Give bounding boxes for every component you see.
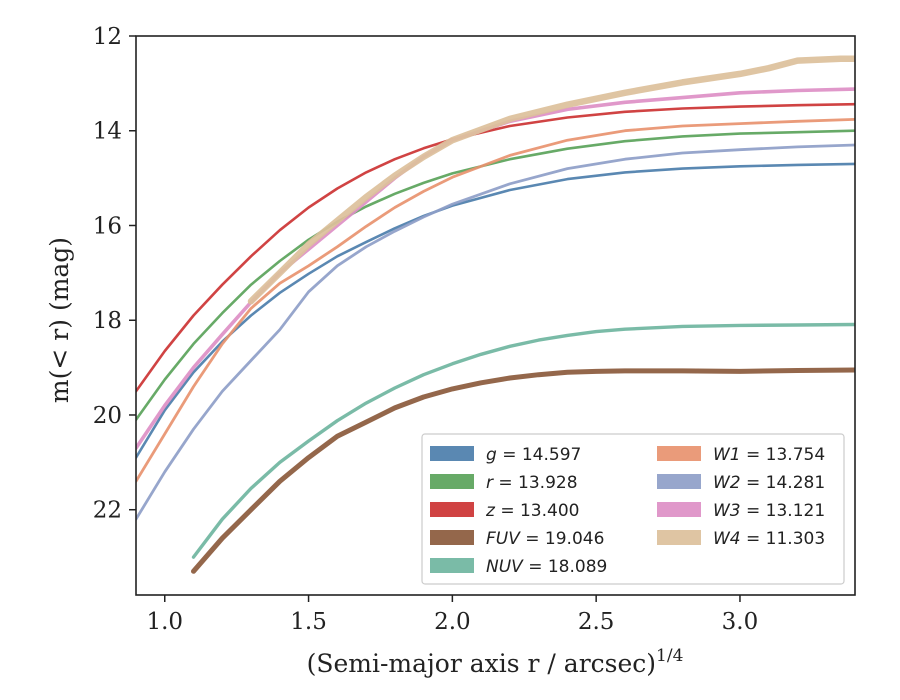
y-tick-label: 18	[93, 308, 122, 334]
x-axis-label-exponent: 1/4	[656, 646, 683, 666]
y-axis-label: m(< r) (mag)	[45, 237, 74, 403]
legend-swatch-w3	[657, 502, 701, 517]
y-tick-label: 22	[93, 498, 122, 524]
legend-band: z	[485, 501, 496, 521]
series-line-g	[136, 162, 855, 459]
legend-band: NUV	[486, 557, 524, 577]
legend-swatch-g	[430, 446, 474, 461]
y-tick-label: 12	[93, 24, 122, 50]
legend-swatch-nuv	[430, 558, 474, 573]
series-line-w1	[136, 118, 855, 483]
x-axis-label: (Semi-major axis r / arcsec)1/4	[307, 646, 684, 678]
series-line-fuv	[191, 367, 855, 574]
x-tick-label: 1.0	[146, 609, 183, 635]
legend-label-z: z = 13.400	[485, 501, 579, 521]
legend-label-g: g = 14.597	[486, 445, 581, 465]
series-line-w4	[247, 55, 855, 305]
legend-magnitude: = 14.597	[497, 445, 582, 465]
legend-swatch-w4	[657, 530, 701, 545]
legend-frame	[421, 433, 845, 585]
legend-magnitude: = 14.281	[741, 473, 826, 493]
legend-label-w1: W1 = 13.754	[713, 445, 825, 465]
legend-magnitude: = 13.928	[493, 473, 578, 493]
legend-magnitude: = 13.754	[741, 445, 826, 465]
legend-label-fuv: FUV = 19.046	[486, 529, 604, 549]
legend-swatch-w1	[657, 446, 701, 461]
legend-swatch-fuv	[430, 530, 474, 545]
legend-swatch-w2	[657, 474, 701, 489]
legend-magnitude: = 13.400	[495, 501, 580, 521]
legend-label-nuv: NUV = 18.089	[486, 557, 607, 577]
legend-band: W2	[713, 473, 741, 493]
x-tick-label: 1.5	[290, 609, 327, 635]
series-line-nuv	[191, 322, 855, 559]
x-tick-label: 2.0	[434, 609, 471, 635]
series-layer	[136, 55, 855, 574]
legend-label-r: r = 13.928	[486, 473, 578, 493]
legend-band: W4	[713, 529, 741, 549]
legend-label-w3: W3 = 13.121	[713, 501, 825, 521]
legend-magnitude: = 18.089	[523, 557, 608, 577]
legend-label-w4: W4 = 11.303	[713, 529, 825, 549]
plot-frame	[135, 35, 856, 596]
series-line-z	[136, 102, 855, 393]
legend-band: r	[486, 473, 494, 493]
legend-band: W1	[713, 445, 741, 465]
legend-band: W3	[713, 501, 741, 521]
x-tick-label: 2.5	[578, 609, 615, 635]
legend-swatch-r	[430, 474, 474, 489]
y-tick-label: 14	[93, 119, 122, 145]
y-tick-label: 16	[93, 213, 122, 239]
legend-magnitude: = 11.303	[741, 529, 826, 549]
series-line-w2	[136, 143, 855, 521]
y-axis: 12 14 16 18 20 22	[93, 24, 136, 524]
series-line-r	[136, 129, 855, 421]
legend-label-w2: W2 = 14.281	[713, 473, 825, 493]
legend-band: FUV	[486, 529, 521, 549]
legend-magnitude: = 19.046	[520, 529, 605, 549]
x-axis-label-text: (Semi-major axis r / arcsec)	[307, 649, 656, 678]
x-tick-label: 3.0	[722, 609, 759, 635]
legend-magnitude: = 13.121	[741, 501, 826, 521]
legend-swatch-z	[430, 502, 474, 517]
x-axis: 1.0 1.5 2.0 2.5 3.0	[146, 595, 758, 635]
y-tick-label: 20	[93, 403, 122, 429]
legend-band: g	[486, 445, 497, 465]
